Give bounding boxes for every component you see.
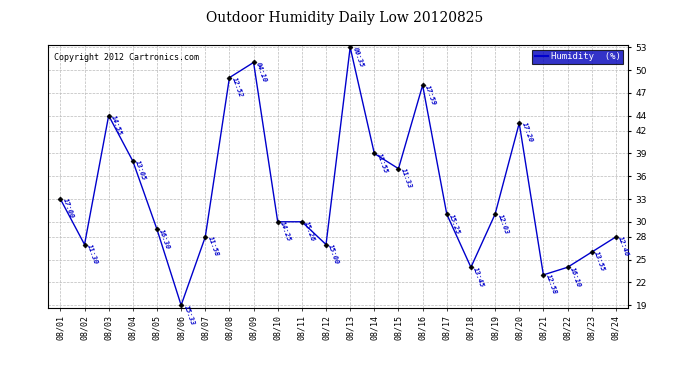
Text: 12:03: 12:03 (497, 213, 509, 235)
Text: 15:25: 15:25 (448, 213, 461, 235)
Text: 17:59: 17:59 (424, 84, 437, 106)
Text: 17:00: 17:00 (62, 198, 75, 220)
Text: Copyright 2012 Cartronics.com: Copyright 2012 Cartronics.com (54, 53, 199, 62)
Text: 16:10: 16:10 (569, 266, 582, 288)
Text: 12:58: 12:58 (545, 273, 558, 296)
Text: 04:10: 04:10 (255, 61, 268, 83)
Text: 15:33: 15:33 (183, 304, 195, 326)
Text: 12:52: 12:52 (231, 76, 244, 98)
Text: 12:46: 12:46 (618, 236, 630, 258)
Text: 13:45: 13:45 (473, 266, 485, 288)
Text: 15:00: 15:00 (328, 243, 340, 265)
Text: 11:58: 11:58 (207, 236, 219, 258)
Text: 13:55: 13:55 (593, 251, 606, 273)
Text: Outdoor Humidity Daily Low 20120825: Outdoor Humidity Daily Low 20120825 (206, 11, 484, 25)
Text: 15:26: 15:26 (304, 220, 316, 242)
Text: 11:55: 11:55 (376, 152, 388, 174)
Legend: Humidity  (%): Humidity (%) (532, 50, 623, 64)
Text: 14:25: 14:25 (279, 220, 292, 242)
Text: 14:55: 14:55 (110, 114, 123, 136)
Text: 16:30: 16:30 (159, 228, 171, 250)
Text: 00:35: 00:35 (352, 46, 364, 68)
Text: 17:20: 17:20 (521, 122, 533, 144)
Text: 11:30: 11:30 (86, 243, 99, 265)
Text: 11:33: 11:33 (400, 167, 413, 189)
Text: 13:05: 13:05 (135, 160, 147, 182)
